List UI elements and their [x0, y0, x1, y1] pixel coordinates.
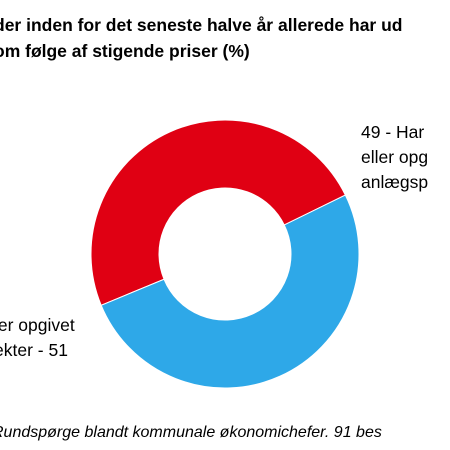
- slice-label-blue: ler opgivet ekter - 51: [0, 313, 75, 363]
- slice-label-blue-line-1: ler opgivet: [0, 315, 75, 335]
- donut-slice-1: [90, 119, 347, 306]
- chart-title: der inden for det seneste halve år aller…: [0, 12, 450, 64]
- slice-label-blue-line-2: ekter - 51: [0, 340, 68, 360]
- donut-slice-2: [100, 194, 360, 389]
- title-line-1: der inden for det seneste halve år aller…: [0, 15, 403, 35]
- slice-label-red-line-2: eller opg: [361, 147, 429, 167]
- slice-label-red-line-1: 49 - Har: [361, 122, 425, 142]
- slice-label-red: 49 - Har eller opg anlægsp: [361, 120, 428, 195]
- title-line-2: om følge af stigende priser (%): [0, 41, 250, 61]
- source-note: Rundspørge blandt kommunale økonomichefe…: [0, 424, 382, 441]
- slice-label-red-line-3: anlægsp: [361, 172, 429, 192]
